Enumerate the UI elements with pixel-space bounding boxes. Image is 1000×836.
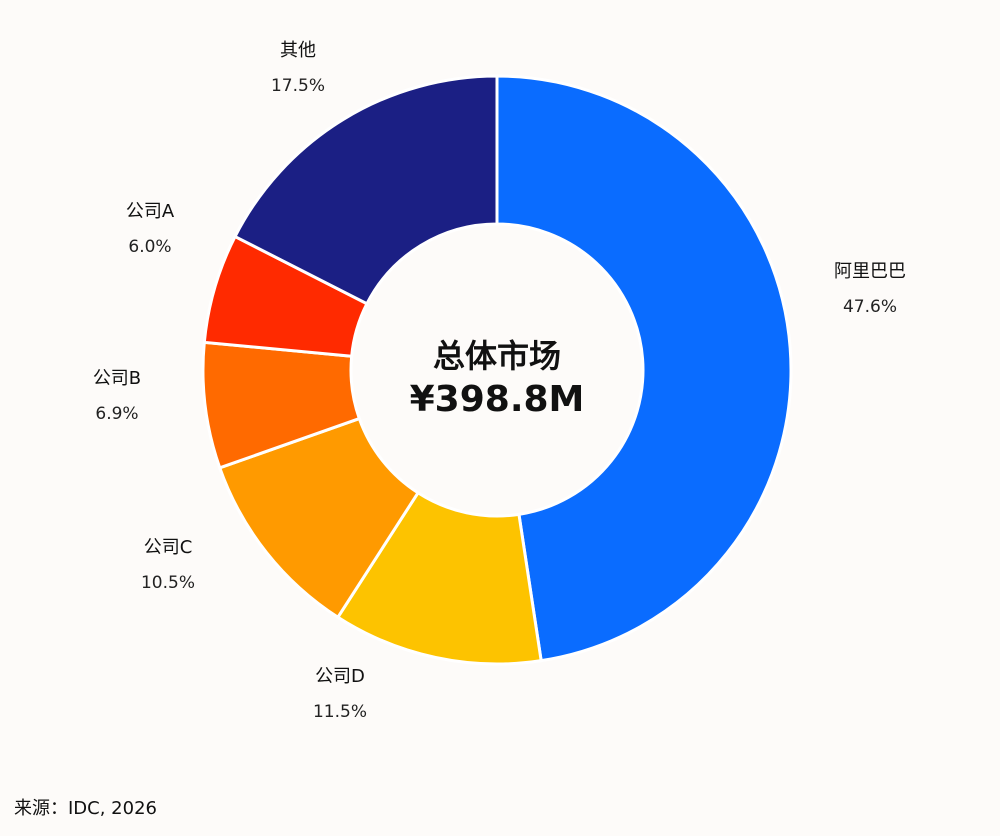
center-value: ¥398.8M	[410, 379, 585, 420]
slice-percent-label: 17.5%	[271, 76, 325, 96]
slice-name-label: 其他	[280, 40, 316, 61]
slice-percent-label: 10.5%	[141, 573, 195, 593]
slice-name-label: 公司C	[144, 537, 193, 558]
slice-name-label: 阿里巴巴	[834, 261, 906, 282]
source-note: 来源：IDC, 2026	[14, 798, 157, 819]
slice-name-label: 公司D	[315, 666, 365, 687]
slice-6	[233, 74, 499, 306]
slice-name-label: 公司B	[93, 368, 141, 389]
slice-name-label: 公司A	[126, 201, 175, 222]
slice-percent-label: 47.6%	[843, 297, 897, 317]
slice-labels: 阿里巴巴 47.6% 公司D 11.5% 公司C 10.5% 公司B 6.9% 公司A 6.0% 其…	[93, 40, 906, 722]
slice-1	[495, 74, 793, 663]
slice-percent-label: 6.9%	[95, 404, 138, 424]
center-title: 总体市场	[433, 337, 561, 375]
donut-slices	[201, 74, 793, 666]
slice-percent-label: 6.0%	[128, 237, 171, 257]
slice-percent-label: 11.5%	[313, 702, 367, 722]
